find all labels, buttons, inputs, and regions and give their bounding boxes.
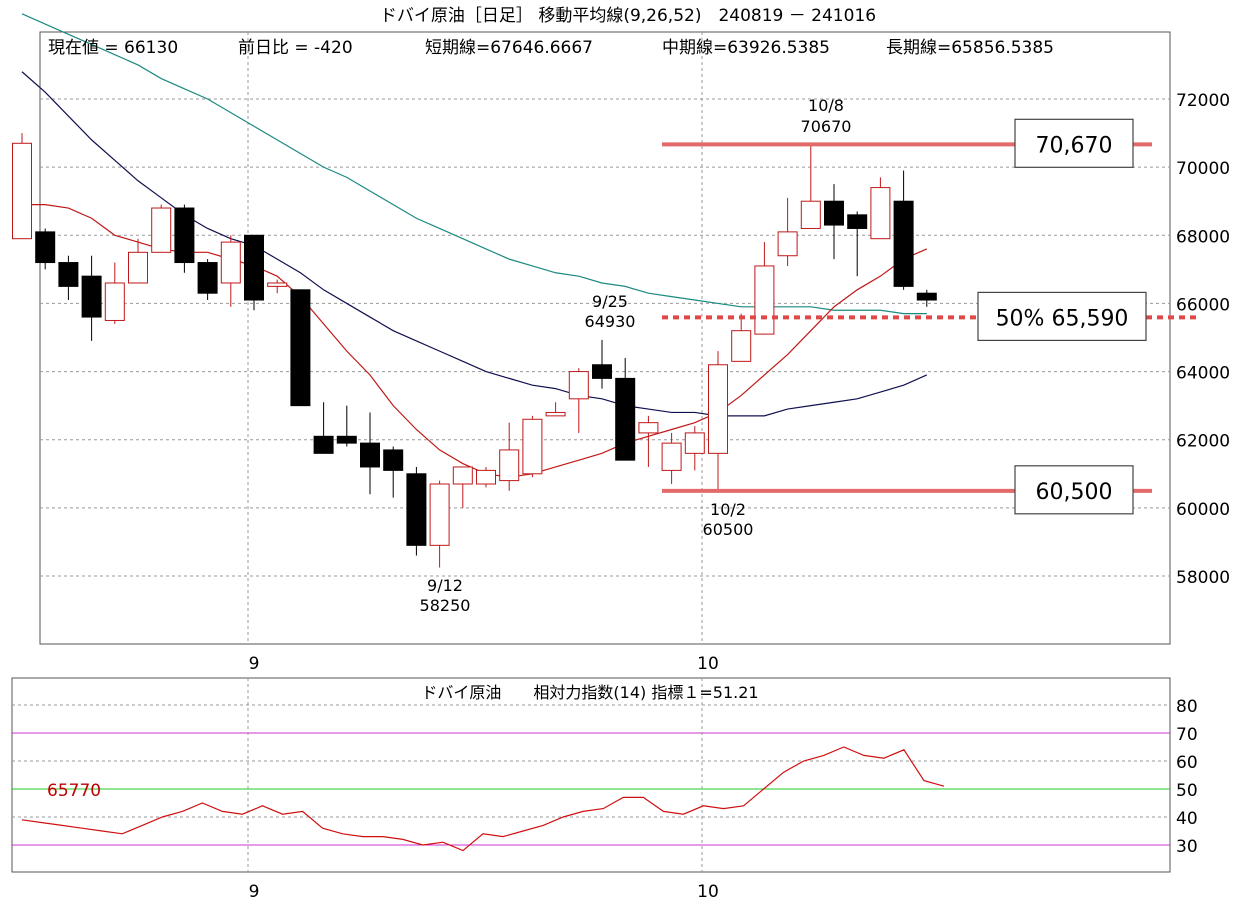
x-tick-label: 10 — [697, 654, 719, 674]
y-tick-label: 58000 — [1176, 568, 1230, 588]
level-label-box — [977, 291, 1147, 341]
current-price-text: 現在値 = 66130 — [48, 38, 178, 58]
level-label-box — [1014, 118, 1134, 168]
level-label: 70,670 — [1036, 133, 1113, 158]
candle-body — [916, 292, 937, 301]
x-tick-label: 9 — [249, 654, 260, 674]
level-label: 60,500 — [1036, 480, 1113, 505]
y-tick-label: 66000 — [1176, 295, 1230, 315]
rsi-x-axis: 9 10 — [249, 882, 719, 902]
rsi-marker-label: 65770 — [47, 781, 101, 801]
candle-body — [151, 207, 172, 253]
annotation-date: 10/2 — [710, 500, 746, 519]
mid-ma-text: 中期線=63926.5385 — [662, 38, 830, 58]
mid-ma-line — [21, 71, 928, 417]
candlesticks — [12, 133, 937, 568]
main-grid — [40, 32, 1170, 644]
candle-body — [708, 364, 728, 454]
y-tick-label: 68000 — [1176, 227, 1230, 247]
main-x-axis: 9 10 — [249, 654, 719, 674]
rsi-y-tick-label: 50 — [1176, 781, 1198, 801]
candle-body — [545, 411, 566, 417]
candle-body — [824, 200, 844, 226]
annotation-value: 70670 — [801, 117, 852, 136]
candle-body — [406, 473, 427, 546]
annotation-date: 9/25 — [592, 292, 628, 311]
rsi-line — [21, 746, 945, 852]
candle-body — [128, 251, 148, 284]
candle-body — [360, 442, 380, 468]
rsi-grid — [12, 678, 1170, 872]
candle-body — [336, 435, 357, 444]
rsi-y-tick-label: 80 — [1176, 697, 1198, 717]
candle-body — [800, 200, 821, 229]
candle-body — [592, 364, 612, 379]
candle-body — [661, 442, 682, 471]
annotation-date: 9/12 — [427, 576, 463, 595]
y-tick-label: 70000 — [1176, 159, 1230, 179]
rsi-series-line — [21, 746, 945, 852]
candle-body — [893, 200, 914, 287]
candle-body — [220, 241, 241, 284]
level-label: 50% 65,590 — [996, 306, 1129, 331]
rsi-x-tick-label: 9 — [249, 882, 260, 902]
long-ma-text: 長期線=65856.5385 — [886, 38, 1054, 58]
candle-body — [197, 262, 218, 294]
price-levels: 70,670 50% 65,590 60,500 — [662, 118, 1198, 515]
y-tick-label: 60000 — [1176, 500, 1230, 520]
candle-body — [267, 282, 288, 287]
candle-body — [58, 262, 79, 287]
rsi-y-tick-label: 60 — [1176, 753, 1198, 773]
short-ma-text: 短期線=67646.6667 — [425, 38, 593, 58]
long-ma-line — [21, 13, 927, 315]
candle-body — [35, 231, 56, 264]
candle-body — [290, 289, 311, 407]
candle-body — [244, 234, 264, 301]
short-ma-line — [22, 204, 928, 478]
candle-body — [12, 142, 32, 240]
level-label-box — [1014, 465, 1134, 515]
candle-body — [452, 466, 473, 485]
annotation-value: 64930 — [585, 312, 636, 331]
candle-body — [104, 282, 125, 321]
candle-body — [870, 187, 891, 240]
annotation-value: 60500 — [703, 520, 754, 539]
candle-body — [847, 214, 868, 229]
candle-body — [568, 371, 589, 400]
rsi-title: ドバイ原油 相対力指数(14) 指標１=51.21 — [421, 683, 758, 702]
rsi-y-tick-label: 30 — [1176, 837, 1198, 857]
candle-body — [754, 265, 775, 335]
candle-body — [777, 231, 798, 257]
change-text: 前日比 = -420 — [238, 38, 353, 58]
rsi-y-tick-label: 70 — [1176, 725, 1198, 745]
candle-body — [522, 418, 543, 475]
rsi-x-tick-label: 10 — [697, 882, 719, 902]
candle-body — [383, 449, 404, 471]
candle-body — [476, 469, 496, 485]
annotation-value: 58250 — [420, 596, 471, 615]
rsi-y-axis: 80 70 60 50 40 30 — [1176, 697, 1198, 857]
y-tick-label: 72000 — [1176, 91, 1230, 111]
candle-body — [499, 449, 520, 482]
moving-averages — [21, 13, 928, 478]
candle-body — [429, 483, 450, 546]
main-title: ドバイ原油［日足］ 移動平均線(9,26,52) 240819 － 241016 — [380, 6, 876, 26]
candle-body — [615, 377, 636, 461]
candle-body — [313, 435, 334, 454]
rsi-y-tick-label: 40 — [1176, 809, 1198, 829]
candle-body — [638, 422, 659, 434]
annotation-date: 10/8 — [808, 96, 844, 115]
y-tick-label: 64000 — [1176, 364, 1230, 384]
rsi-plot-frame — [11, 677, 1171, 873]
candle-body — [174, 207, 195, 264]
candle-body — [684, 432, 705, 454]
candle-body — [731, 330, 752, 362]
y-tick-label: 62000 — [1176, 432, 1230, 452]
candle-body — [81, 275, 102, 318]
main-y-axis: 72000 70000 68000 66000 64000 62000 60000 58000 — [1176, 91, 1230, 588]
